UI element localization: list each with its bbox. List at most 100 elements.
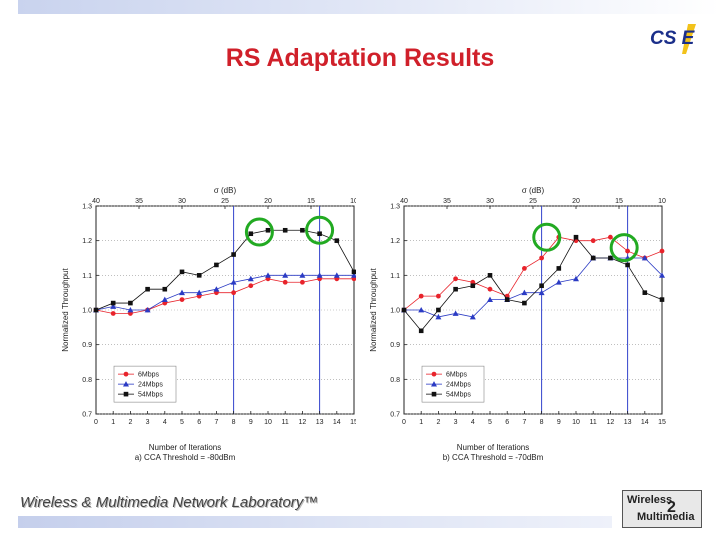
c1-data-point-s1 <box>573 275 579 282</box>
c0-x-tick-label: 12 <box>299 419 307 426</box>
c1-data-point-s1 <box>538 289 545 296</box>
c1-x-tick-label: 11 <box>590 419 597 426</box>
c1-top-tick-label: 30 <box>486 198 494 205</box>
c1-highlight-circle <box>609 233 639 263</box>
c0-top-axis-label: σ (dB) <box>214 186 237 195</box>
c0-data-point-s1 <box>316 272 323 278</box>
c1-top-tick-label: 25 <box>529 198 537 205</box>
c1-series-line-0 <box>403 236 663 311</box>
c0-data-point-s0 <box>231 290 237 296</box>
wm-lab-logo: Wireless 2 Multimedia <box>622 490 702 528</box>
chart-b: 0.70.80.91.01.11.21.30 1 2 3 4 5 6 7 8 9 10 11 12 13 1… <box>369 186 666 462</box>
c1-data-point-s0 <box>659 248 665 254</box>
c1-data-point-s2 <box>556 266 562 271</box>
c0-data-point-s1 <box>196 289 203 296</box>
c0-x-tick-label: 2 <box>128 419 132 426</box>
c1-legend-label: 6Mbps <box>446 372 468 379</box>
c0-legend-marker <box>123 391 129 397</box>
c1-data-point-s1 <box>555 279 562 285</box>
c1-series-line-2 <box>403 236 663 332</box>
c0-series-line-0 <box>95 278 354 314</box>
c1-x-tick-label: 1 <box>419 419 423 426</box>
c0-data-point-s2 <box>334 238 340 243</box>
c0-data-point-s2 <box>351 269 356 275</box>
c1-data-point-s2 <box>401 307 407 313</box>
c1-data-point-s2 <box>642 290 648 295</box>
c0-top-tick-label: 25 <box>221 198 229 205</box>
c1-data-point-s0 <box>608 234 613 240</box>
c1-x-tick-label: 12 <box>607 419 615 426</box>
c1-data-point-s2 <box>470 283 476 289</box>
c0-data-point-s1 <box>265 272 271 278</box>
c0-x-tick-label: 7 <box>214 419 218 426</box>
c0-data-point-s0 <box>248 283 254 289</box>
c1-legend-marker <box>431 381 437 387</box>
c1-data-point-s0 <box>590 238 596 244</box>
c1-data-point-s2 <box>659 297 665 302</box>
c1-top-tick-label: 40 <box>400 198 408 205</box>
c1-data-point-s0 <box>522 266 527 271</box>
c0-y-tick-label: 1.2 <box>82 238 92 245</box>
c1-x-tick-label: 0 <box>402 419 406 426</box>
c1-data-point-s1 <box>641 255 648 261</box>
c0-data-point-s2 <box>145 286 150 292</box>
c0-highlight-circle <box>244 217 274 247</box>
c1-x-tick-label: 7 <box>522 419 526 426</box>
c1-data-point-s2 <box>539 283 544 289</box>
c0-y-axis-label: Normalized Throughput <box>61 267 70 351</box>
c1-x-tick-label: 9 <box>557 419 561 426</box>
c1-top-axis-label: σ (dB) <box>522 186 545 195</box>
csie-logo-text: CS E <box>650 28 696 49</box>
c1-y-tick-label: 1.0 <box>390 308 400 315</box>
c0-data-point-s0 <box>282 279 288 285</box>
c0-top-tick-label: 20 <box>264 198 272 205</box>
c0-y-tick-label: 1.1 <box>82 273 92 280</box>
c0-data-point-s2 <box>231 252 236 257</box>
c1-data-point-s1 <box>659 272 665 278</box>
c0-data-point-s1 <box>161 296 168 302</box>
c0-data-point-s0 <box>110 311 116 316</box>
c1-x-tick-label: 3 <box>454 419 458 426</box>
c0-y-tick-label: 0.7 <box>82 412 92 419</box>
c0-y-tick-label: 1.3 <box>82 204 92 211</box>
c1-data-point-s1 <box>435 313 442 320</box>
c1-data-point-s0 <box>487 286 493 292</box>
csie-logo: CS E <box>650 24 696 54</box>
c0-top-tick-label: 40 <box>92 198 100 205</box>
c0-data-point-s2 <box>128 300 133 306</box>
c1-data-point-s2 <box>418 328 424 334</box>
c1-y-tick-label: 1.3 <box>390 204 400 211</box>
c0-data-point-s2 <box>317 231 322 237</box>
c0-x-tick-label: 13 <box>316 419 324 426</box>
c0-data-point-s2 <box>214 262 219 268</box>
c1-x-tick-label: 10 <box>572 419 580 426</box>
c0-data-point-s2 <box>110 300 116 306</box>
c0-y-tick-label: 0.8 <box>82 377 92 384</box>
c0-x-tick-label: 8 <box>232 419 236 426</box>
c0-top-tick-label: 10 <box>350 198 356 205</box>
wm-logo-mark: 2 <box>667 499 676 516</box>
c0-data-point-s2 <box>179 269 185 275</box>
c0-x-tick-label: 3 <box>146 419 150 426</box>
c0-data-point-s2 <box>265 227 271 233</box>
c1-legend-label: 24Mbps <box>446 382 471 389</box>
c1-x-tick-label: 14 <box>641 419 649 426</box>
c0-data-point-s2 <box>248 231 254 237</box>
c1-data-point-s2 <box>453 286 458 292</box>
c1-data-point-s1 <box>521 289 528 296</box>
c0-data-point-s2 <box>300 227 305 233</box>
c0-x-tick-label: 5 <box>180 419 184 426</box>
c1-x-tick-label: 2 <box>436 419 440 426</box>
c0-x-tick-label: 1 <box>111 419 115 426</box>
c1-data-point-s2 <box>504 297 510 302</box>
c1-data-point-s2 <box>522 300 527 306</box>
c1-x-tick-label: 5 <box>488 419 492 426</box>
c0-legend-label: 54Mbps <box>138 392 163 399</box>
c1-x-tick-label: 8 <box>540 419 544 426</box>
chart-a: 0.70.80.91.01.11.21.30 1 2 3 4 5 6 7 8 9 10 11 12 13 1… <box>61 186 356 462</box>
c0-legend-label: 6Mbps <box>138 372 160 379</box>
c0-x-tick-label: 6 <box>197 419 201 426</box>
c0-data-point-s2 <box>162 286 168 292</box>
c1-data-point-s2 <box>436 307 441 313</box>
c0-x-tick-label: 15 <box>350 419 356 426</box>
